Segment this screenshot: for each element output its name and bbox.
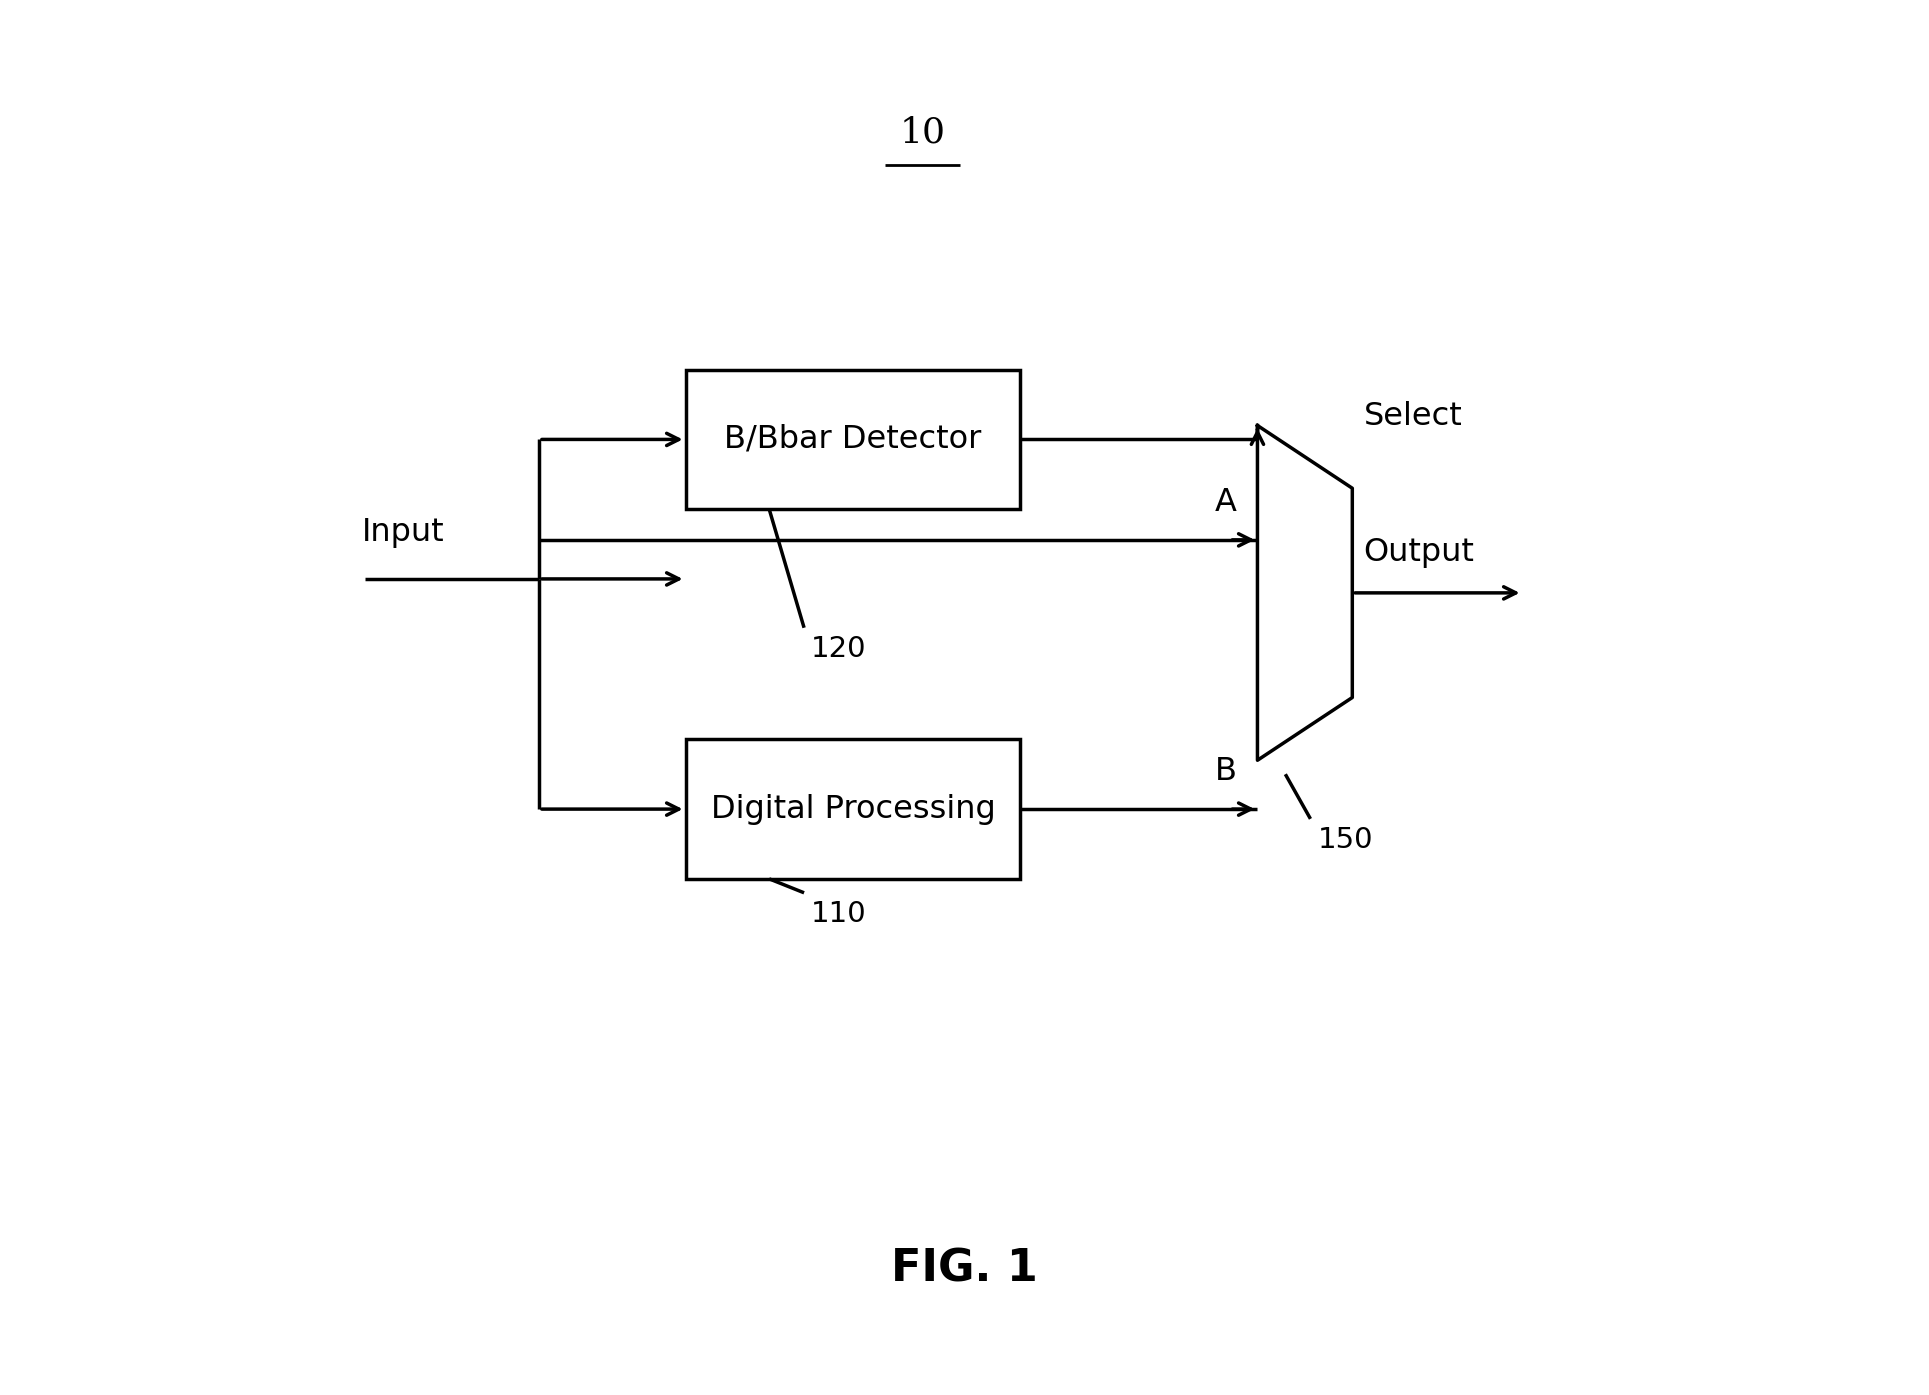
Text: Input: Input [363,518,444,548]
Text: Digital Processing: Digital Processing [710,794,995,824]
Text: 10: 10 [899,116,945,149]
Text: Output: Output [1364,537,1474,568]
FancyBboxPatch shape [685,739,1020,879]
Text: 110: 110 [810,900,866,928]
Text: A: A [1215,487,1236,518]
Text: FIG. 1: FIG. 1 [891,1249,1038,1290]
Text: 120: 120 [810,635,866,663]
FancyBboxPatch shape [685,370,1020,509]
Text: Select: Select [1364,402,1462,432]
Text: B/Bbar Detector: B/Bbar Detector [723,424,982,455]
Text: B: B [1215,756,1236,787]
Text: 150: 150 [1318,826,1373,854]
